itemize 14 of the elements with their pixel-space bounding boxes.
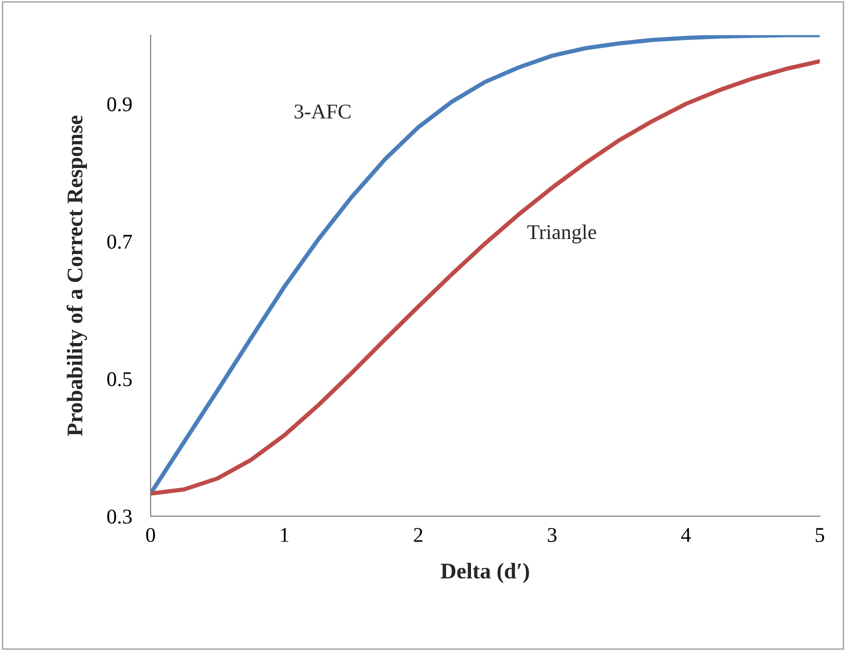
y-tick-label: 0.3 bbox=[107, 510, 132, 524]
x-axis-title: Delta (d′) bbox=[440, 562, 529, 584]
x-tick-label: 1 bbox=[281, 528, 288, 542]
y-axis-title: Probability of a Correct Response bbox=[66, 116, 88, 436]
series-label: Triangle bbox=[527, 224, 596, 244]
y-tick-label: 0.5 bbox=[107, 372, 132, 386]
text: 3-AFC bbox=[294, 104, 350, 119]
y-tick-label: 0.9 bbox=[107, 97, 132, 112]
x-tick-label: 4 bbox=[681, 528, 691, 542]
y-tick-label: 0.7 bbox=[107, 234, 132, 249]
x-tick-label: 3 bbox=[548, 528, 556, 542]
x-tick-label: 2 bbox=[414, 528, 422, 542]
x-tick-label: 0 bbox=[146, 528, 155, 542]
x-tick-label: 5 bbox=[816, 528, 824, 542]
